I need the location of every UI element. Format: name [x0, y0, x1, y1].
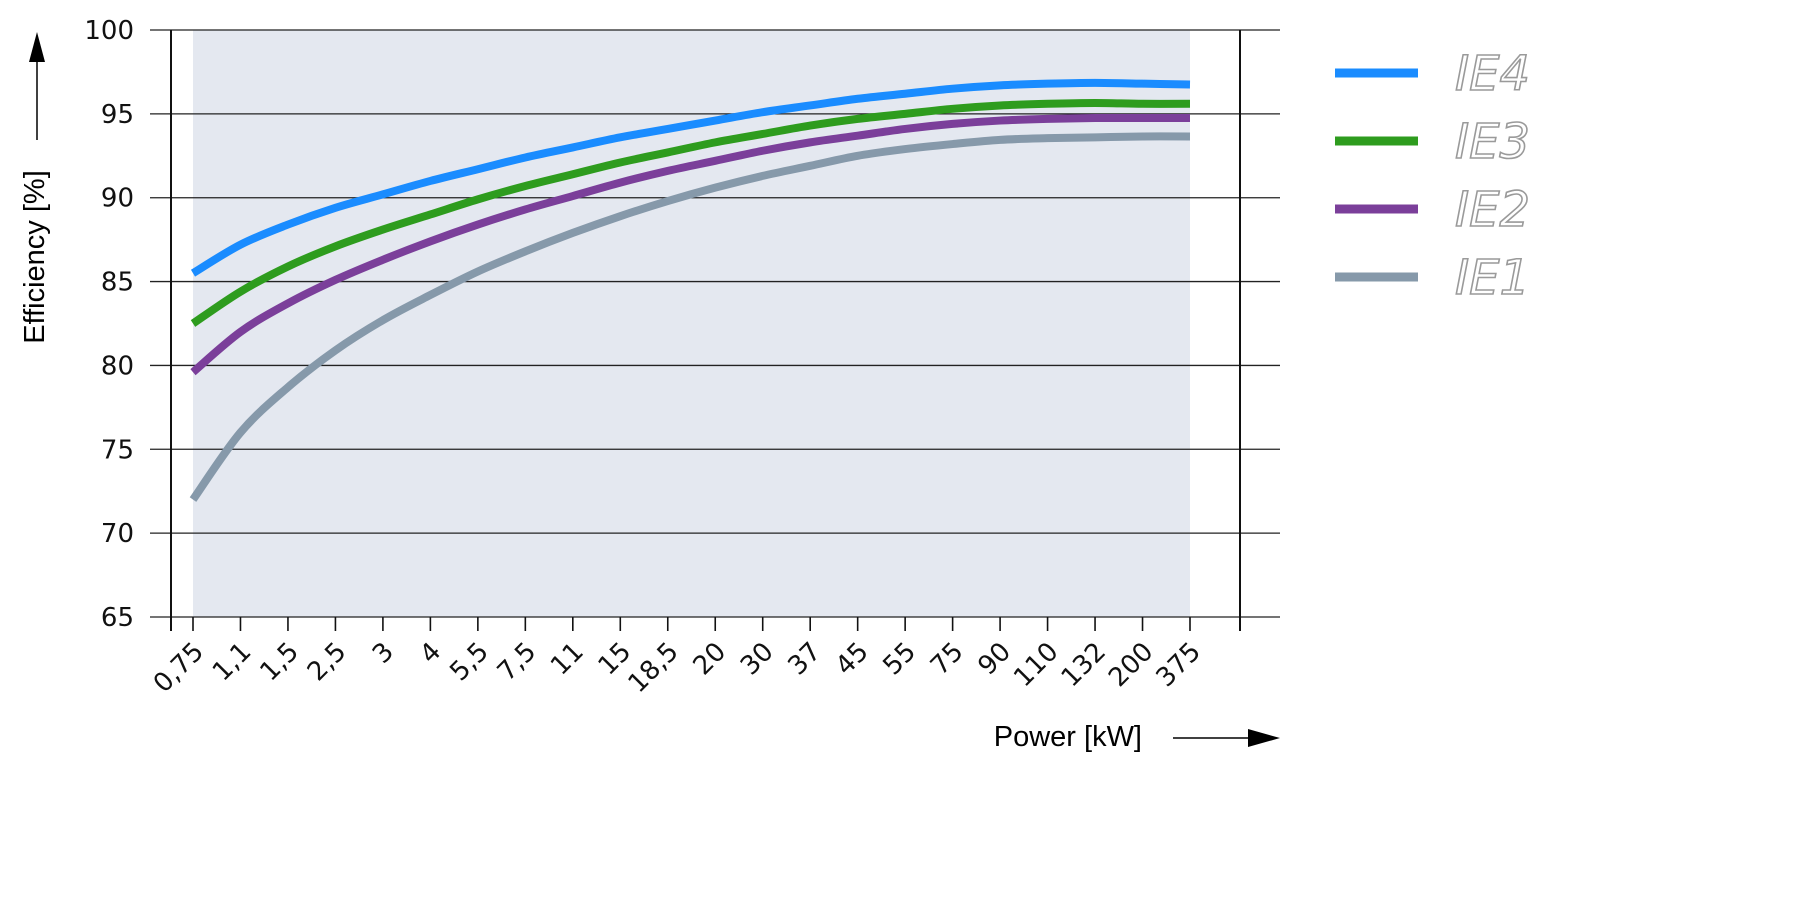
- x-tick-label: 18,5: [623, 637, 685, 699]
- x-tick-label: 30: [735, 637, 780, 682]
- legend-entry-ie1: IE1: [1335, 249, 1531, 307]
- x-tick-label: 20: [688, 637, 733, 682]
- x-tick-label: 4: [414, 637, 447, 670]
- legend-entry-ie4: IE4: [1335, 45, 1531, 103]
- x-tick-label: 11: [545, 637, 590, 682]
- series-line-ie1: [189, 132, 1191, 502]
- y-tick-label: 65: [101, 603, 134, 633]
- x-tick-label: 132: [1056, 637, 1112, 693]
- x-axis-arrow-head: [1248, 729, 1280, 747]
- legend-label: IE3: [1455, 114, 1530, 170]
- x-tick-label: 7,5: [492, 637, 542, 687]
- y-tick-label: 100: [84, 16, 134, 46]
- x-tick-label: 1,5: [254, 637, 304, 687]
- series-line-ie3: [190, 98, 1191, 327]
- legend-entry-ie2: IE2: [1335, 181, 1531, 239]
- x-tick-label: 37: [783, 637, 828, 682]
- x-tick-label: 1,1: [207, 637, 257, 687]
- y-tick-label: 70: [101, 519, 134, 549]
- x-tick-label: 110: [1008, 637, 1064, 693]
- x-tick-label: 55: [877, 637, 922, 682]
- series-line-ie2: [190, 113, 1190, 376]
- x-tick-label: 75: [925, 637, 970, 682]
- legend-label: IE1: [1455, 250, 1530, 306]
- x-tick-label: 375: [1151, 637, 1207, 693]
- legend-label: IE4: [1455, 46, 1530, 102]
- legend-label: IE2: [1455, 182, 1530, 238]
- x-tick-label: 0,75: [148, 637, 210, 699]
- legend-entry-ie3: IE3: [1335, 113, 1531, 171]
- y-tick-label: 75: [101, 435, 134, 465]
- x-tick-label: 200: [1103, 637, 1159, 693]
- y-tick-label: 95: [101, 100, 134, 130]
- x-axis-label: Power [kW]: [994, 721, 1142, 753]
- y-axis-arrow-head: [29, 32, 45, 62]
- series-line-ie4: [190, 78, 1191, 277]
- x-tick-label: 5,5: [444, 637, 494, 687]
- x-tick-label: 45: [830, 637, 875, 682]
- y-axis-label: Efficiency [%]: [19, 170, 51, 344]
- x-tick-label: 2,5: [302, 637, 352, 687]
- x-tick-label: 3: [367, 637, 400, 670]
- y-tick-label: 90: [101, 184, 134, 214]
- y-tick-label: 80: [101, 351, 134, 381]
- y-tick-label: 85: [101, 268, 134, 298]
